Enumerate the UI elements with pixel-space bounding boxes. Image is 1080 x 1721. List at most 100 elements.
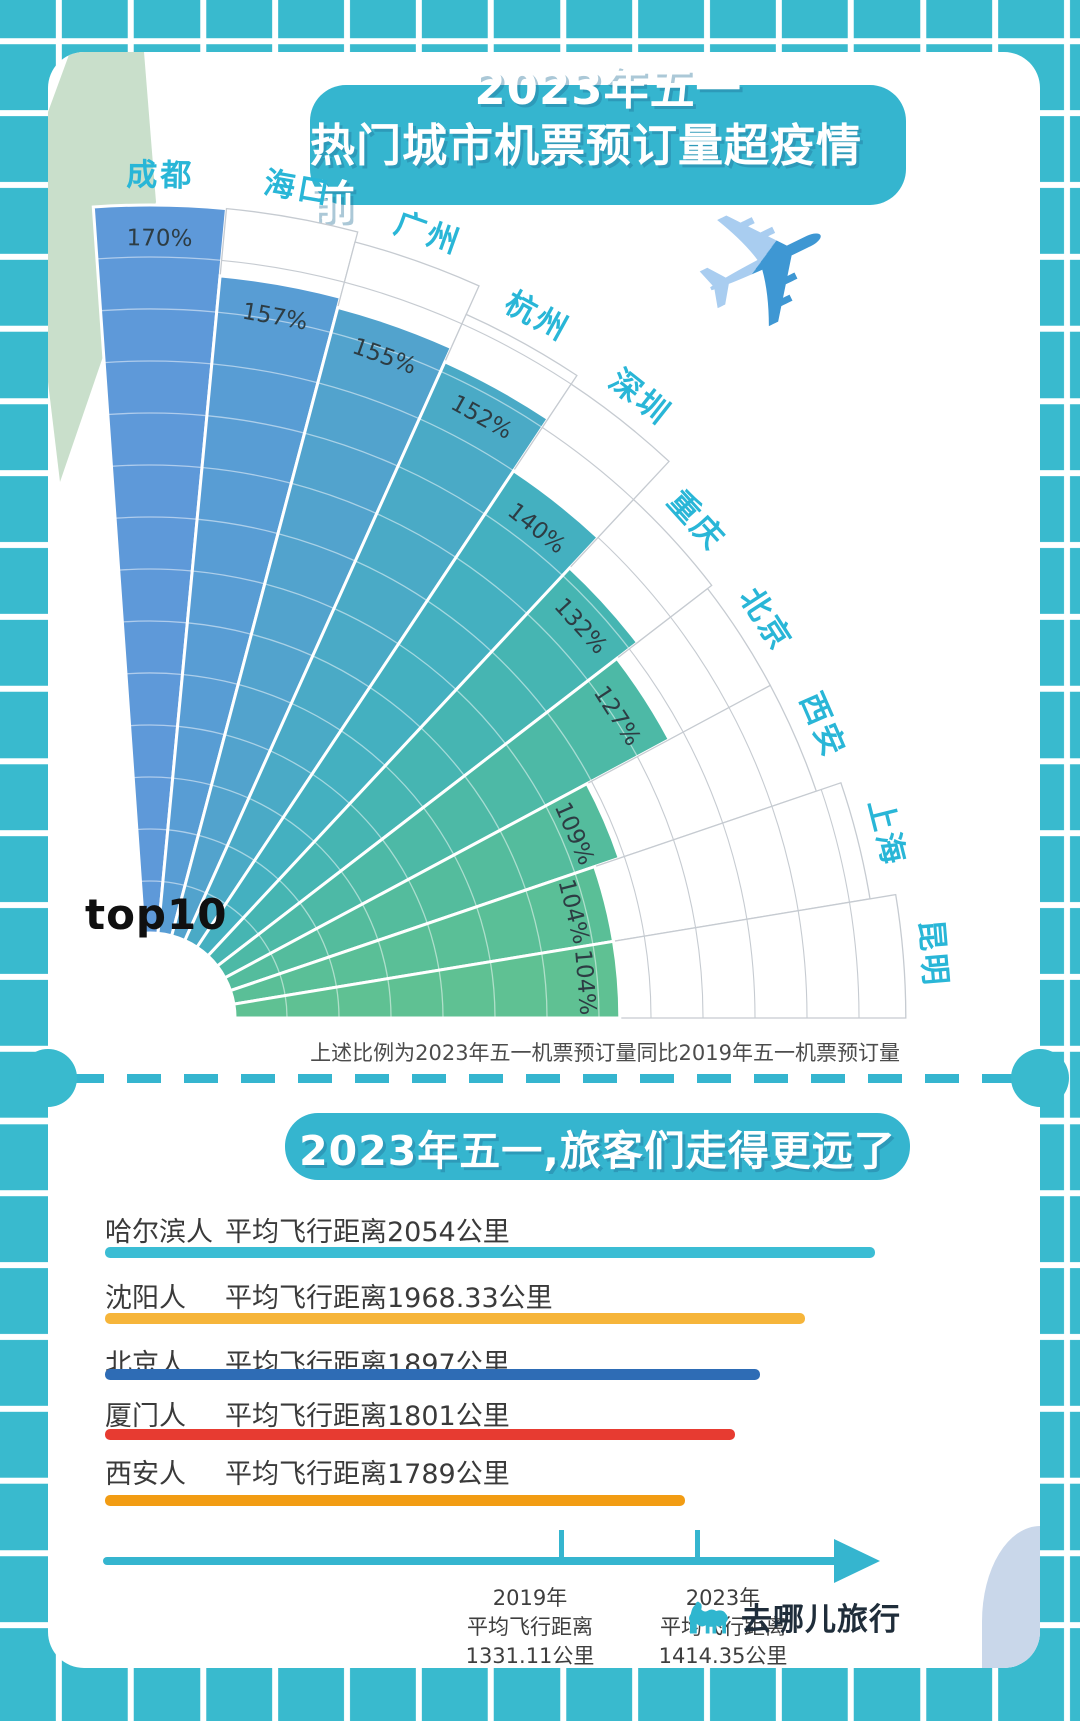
brand-name: 去哪儿旅行: [741, 1602, 901, 1638]
fan-fill-ring: [333, 607, 399, 645]
distance-row-label: 西安人 平均飞行距离1789公里: [105, 1452, 510, 1491]
fan-fill-ring: [440, 370, 543, 429]
city-name: 沈阳人: [105, 1283, 186, 1314]
top10-label: top10: [85, 890, 228, 939]
fan-fill-ring: [335, 986, 340, 1019]
fan-chart: 170%成都157%海口155%广州152%杭州140%深圳132%重庆127%…: [91, 157, 953, 1020]
fan-fill-ring: [587, 680, 638, 758]
main-title-line1: 2023年五一: [474, 61, 742, 115]
fan-grid-ring: [221, 259, 345, 283]
fan-fill-ring: [317, 382, 420, 420]
fan-fill-ring: [398, 643, 457, 691]
timeline-caption-line: 1331.11公里: [465, 1644, 595, 1668]
fan-fill-ring: [491, 651, 548, 713]
fan-city-label: 上海: [861, 796, 912, 871]
fan-grid-ring: [591, 781, 625, 857]
fan-fill-ring: [574, 873, 594, 945]
fan-grid-ring: [672, 839, 697, 928]
distance-value: 平均飞行距离2054公里: [225, 1217, 510, 1248]
fan-fill-ring: [526, 613, 589, 681]
section2-title: 2023年五一,旅客们走得更远了: [299, 1126, 896, 1175]
fan-fill-ring: [546, 711, 593, 782]
fan-fill-ring: [201, 466, 292, 484]
fan-grid-ring: [461, 323, 572, 385]
fan-city-label: 昆明: [912, 918, 953, 989]
ticket-notch-right: [1011, 1049, 1069, 1107]
city-name: 厦门人: [105, 1401, 186, 1432]
fan-grid-ring: [682, 731, 724, 824]
fan-fill-ring: [277, 532, 356, 562]
fan-fill-ring: [387, 978, 392, 1019]
fan-fill-ring: [192, 570, 265, 585]
distance-bar: [105, 1495, 685, 1506]
poster-card: 2023年五一 热门城市机票预订量超疫情前 ✈ 170% 成都 157% 海口 155%…: [48, 52, 1040, 1668]
fan-fill-ring: [140, 880, 163, 883]
fan-grid-ring: [771, 806, 799, 911]
corner-blob-decoration: [982, 1526, 1040, 1668]
distance-row-label: 哈尔滨人 平均飞行距离2054公里: [105, 1210, 510, 1249]
fan-fill-ring: [438, 969, 444, 1019]
fan-grid-ring: [344, 281, 463, 325]
fan-grid-ring: [695, 927, 704, 1019]
fan-fill-ring: [284, 995, 288, 1019]
dashed-divider: [70, 1074, 1018, 1083]
fan-grid-ring: [848, 902, 860, 1019]
timeline-caption: 2019年 平均飞行距离 1331.11公里: [420, 1584, 640, 1668]
fan-fill-ring: [118, 568, 193, 572]
distance-row-label: 沈阳人 平均飞行距离1968.33公里: [105, 1276, 553, 1315]
fan-fill-ring: [115, 516, 198, 520]
fan-fill-ring: [505, 743, 547, 807]
fan-fill-ring: [291, 482, 377, 515]
fan-fill-ring: [562, 575, 630, 650]
ticket-notch-left: [19, 1049, 77, 1107]
fan-grid-ring: [542, 427, 634, 500]
fan-city-label: 成都: [126, 157, 194, 194]
distance-value: 平均飞行距离1801公里: [225, 1401, 510, 1432]
distance-bar: [105, 1369, 760, 1380]
camel-icon: [689, 1601, 728, 1633]
fan-fill-ring: [455, 556, 528, 615]
fan-sector-fill: [232, 939, 622, 1020]
timeline-caption: 2023年平均飞行距离1414.35公里: [613, 1584, 833, 1668]
fan-fill-ring: [541, 953, 548, 1019]
timeline-arrow-icon: [834, 1539, 880, 1583]
fan-fill-ring: [397, 465, 486, 515]
timeline-tick: [559, 1530, 564, 1557]
timeline-tick: [695, 1530, 700, 1557]
fan-grid-ring: [628, 648, 684, 733]
distance-value: 平均飞行距离1789公里: [225, 1459, 510, 1490]
timeline-axis: [103, 1557, 838, 1565]
fan-fill-ring: [484, 513, 564, 576]
fan-city-label: 海口: [261, 165, 334, 212]
fan-grid-ring: [670, 616, 730, 708]
distance-bar: [105, 1429, 735, 1440]
fan-percent-label: 104%: [569, 948, 600, 1016]
fan-fill-ring: [96, 256, 222, 262]
timeline-caption-line: 2019年: [492, 1586, 568, 1610]
fan-grid-ring: [722, 822, 748, 920]
fan-fill-ring: [376, 513, 457, 558]
fan-fill-ring: [304, 432, 399, 467]
timeline-caption-line: 1414.35公里: [658, 1644, 788, 1668]
fan-fill-ring: [592, 944, 600, 1019]
fan-fill-ring: [545, 805, 576, 874]
fan-fill-ring: [206, 415, 305, 434]
fan-grid-ring: [623, 856, 645, 937]
main-title-line2: 热门城市机票预订量超疫情前: [310, 118, 863, 229]
fan-fill-ring: [107, 412, 207, 417]
fan-grid-ring: [728, 707, 773, 807]
fan-percent-label: 170%: [126, 225, 192, 252]
fan-grid-ring: [746, 919, 756, 1019]
fan-fill-ring: [104, 360, 212, 365]
distance-bar: [105, 1247, 875, 1258]
fan-fill-ring: [426, 600, 493, 653]
section2-title-banner: 2023年五一,旅客们走得更远了: [285, 1113, 910, 1180]
fan-fill-ring: [330, 331, 441, 372]
fan-grid-ring: [597, 537, 671, 618]
fan-fill-ring: [211, 363, 318, 384]
fan-fill-ring: [355, 560, 428, 602]
brand-logo: 去哪儿旅行: [684, 1594, 901, 1639]
city-name: 西安人: [105, 1459, 186, 1490]
fan-grid-ring: [820, 789, 851, 903]
